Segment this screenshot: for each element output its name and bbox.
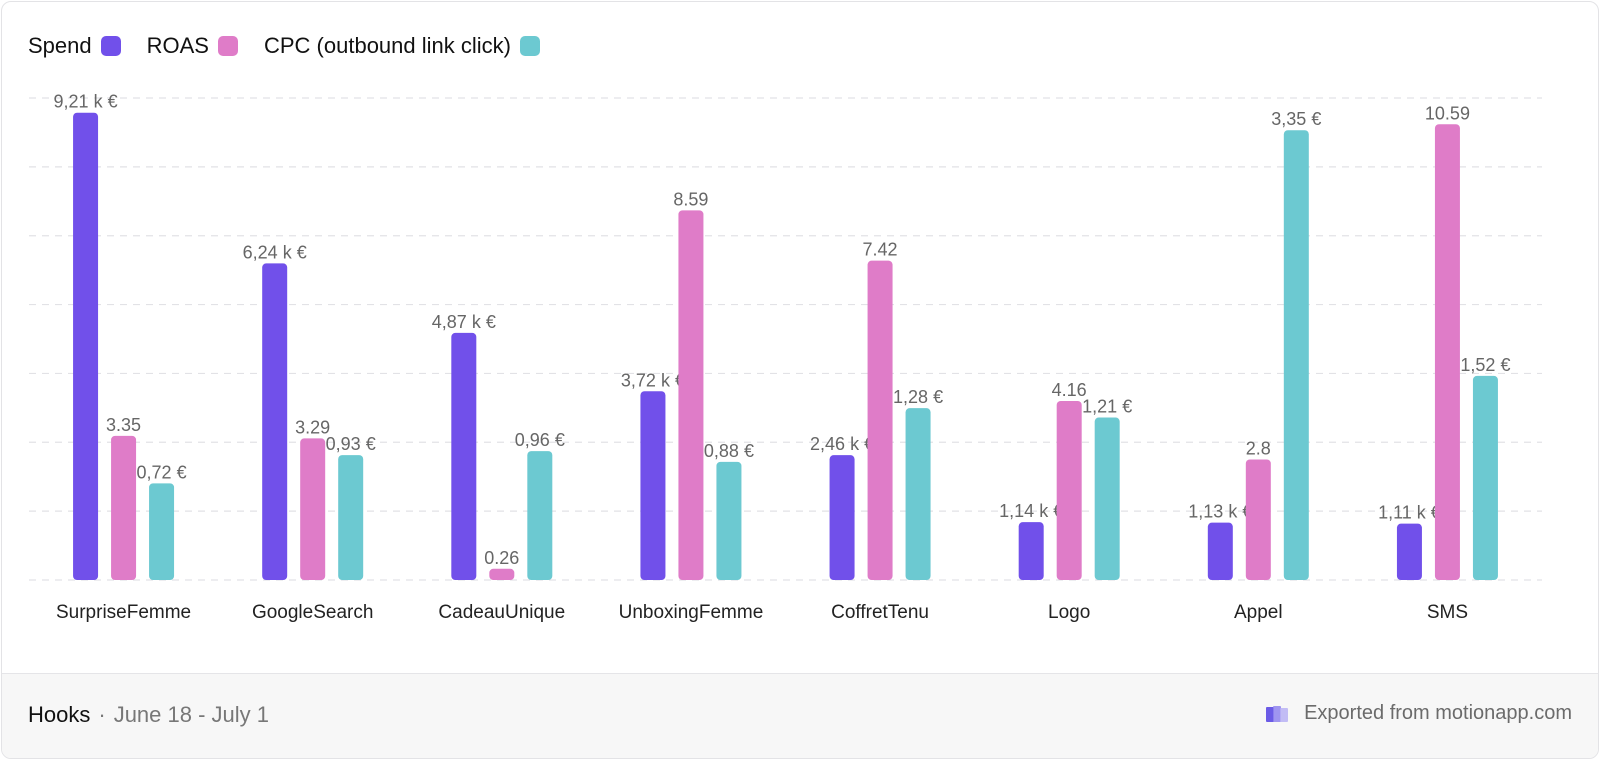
- chart-legend: Spend ROAS CPC (outbound link click): [28, 32, 566, 60]
- bar-roas-surprisefemme[interactable]: [111, 435, 137, 580]
- legend-label-cpc: CPC (outbound link click): [263, 33, 511, 58]
- bar-roas-coffrettenu[interactable]: [867, 260, 893, 580]
- x-tick-label: CoffretTenu: [831, 602, 929, 623]
- data-label: 1,13 k €: [1188, 502, 1252, 522]
- bar-spend-logo[interactable]: [1018, 522, 1044, 580]
- legend-swatch-cpc: [519, 36, 540, 56]
- bar-chart: 9,21 k € 3.35 0,72 € SurpriseFemme 6,24 k € 3…: [29, 92, 1542, 623]
- bar-roas-googlesearch[interactable]: [300, 438, 326, 580]
- data-label: 1,21 €: [1082, 397, 1132, 417]
- data-label: 3,72 k €: [621, 370, 685, 390]
- legend-item-spend[interactable]: Spend: [28, 33, 121, 59]
- bar-cpc-logo[interactable]: [1094, 417, 1120, 580]
- bar-roas-logo[interactable]: [1056, 400, 1082, 580]
- data-label: 10.59: [1425, 103, 1470, 123]
- data-label: 0,88 €: [704, 441, 754, 461]
- x-tick-label: CadeauUnique: [438, 602, 565, 623]
- footer-info: Hooks · June 18 - July 1: [28, 702, 269, 728]
- bar-spend-unboxingfemme[interactable]: [640, 391, 666, 580]
- x-tick-label: SurpriseFemme: [56, 602, 191, 623]
- data-label: 4,87 k €: [432, 312, 496, 332]
- footer: Hooks · June 18 - July 1 Exported from m…: [2, 673, 1598, 758]
- legend-label-spend: Spend: [28, 33, 92, 58]
- bar-roas-sms[interactable]: [1434, 124, 1460, 581]
- data-label: 0,96 €: [515, 430, 565, 450]
- bar-spend-surprisefemme[interactable]: [73, 112, 99, 580]
- bar-roas-unboxingfemme[interactable]: [678, 210, 704, 580]
- x-tick-label: UnboxingFemme: [619, 602, 764, 623]
- data-label: 1,52 €: [1460, 355, 1510, 375]
- bar-roas-appel[interactable]: [1245, 459, 1271, 581]
- export-credit[interactable]: Exported from motionapp.com: [1264, 702, 1572, 725]
- bar-cpc-coffrettenu[interactable]: [905, 408, 931, 580]
- data-label: 3,35 €: [1271, 109, 1321, 129]
- bar-roas-cadeauunique[interactable]: [489, 568, 515, 580]
- bar-cpc-cadeauunique[interactable]: [527, 451, 553, 580]
- bar-spend-appel[interactable]: [1207, 522, 1233, 580]
- data-label: 8.59: [673, 189, 708, 209]
- data-label: 1,14 k €: [999, 501, 1063, 521]
- data-label: 6,24 k €: [243, 242, 307, 262]
- legend-label-roas: ROAS: [146, 33, 209, 58]
- x-tick-label: SMS: [1427, 602, 1468, 623]
- data-label: 3.35: [106, 415, 141, 435]
- report-title: Hooks: [28, 702, 91, 727]
- bar-spend-coffrettenu[interactable]: [829, 455, 855, 580]
- data-label: 4.16: [1052, 380, 1087, 400]
- export-text: Exported from motionapp.com: [1304, 702, 1572, 724]
- date-range: June 18 - July 1: [113, 702, 269, 727]
- data-label: 9,21 k €: [54, 92, 118, 112]
- x-tick-label: GoogleSearch: [252, 602, 373, 623]
- bar-cpc-surprisefemme[interactable]: [149, 483, 175, 580]
- motion-logo-icon: [1266, 705, 1289, 722]
- data-label: 0,93 €: [326, 434, 376, 454]
- bar-spend-cadeauunique[interactable]: [451, 332, 477, 580]
- data-label: 1,28 €: [893, 387, 943, 407]
- data-label: 2,46 k €: [810, 434, 874, 454]
- data-label: 0,72 €: [137, 462, 187, 482]
- x-tick-label: Appel: [1234, 602, 1283, 623]
- legend-swatch-spend: [100, 36, 121, 56]
- bar-spend-sms[interactable]: [1396, 523, 1422, 580]
- x-tick-label: Logo: [1048, 602, 1090, 623]
- data-label: 2.8: [1246, 439, 1271, 459]
- bar-cpc-sms[interactable]: [1472, 375, 1498, 580]
- data-label: 3.29: [295, 417, 330, 437]
- data-label: 7.42: [863, 240, 898, 260]
- bar-cpc-appel[interactable]: [1283, 130, 1309, 580]
- data-label: 1,11 k €: [1378, 503, 1441, 523]
- bar-cpc-googlesearch[interactable]: [338, 455, 364, 580]
- bar-spend-googlesearch[interactable]: [262, 263, 288, 580]
- data-label: 0.26: [484, 548, 519, 568]
- footer-separator: ·: [98, 702, 106, 727]
- legend-item-cpc[interactable]: CPC (outbound link click): [264, 33, 540, 59]
- bar-cpc-unboxingfemme[interactable]: [716, 461, 742, 580]
- legend-swatch-roas: [217, 36, 238, 56]
- legend-item-roas[interactable]: ROAS: [147, 33, 238, 59]
